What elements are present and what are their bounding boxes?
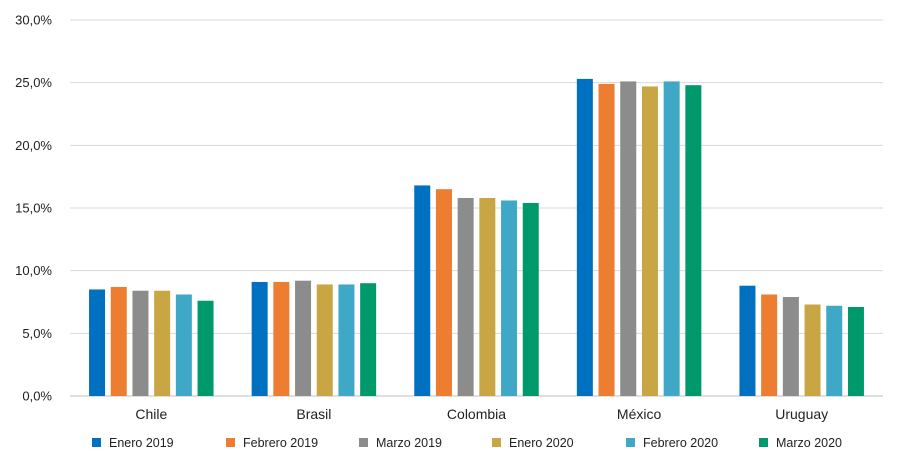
bar — [316, 284, 333, 396]
legend-swatch — [626, 438, 635, 447]
bar — [522, 202, 539, 396]
y-axis-tick-labels: 0,0% 5,0% 10,0% 15,0% 20,0% 25,0% 30,0% — [15, 13, 52, 404]
bar — [154, 290, 171, 396]
bar — [739, 285, 756, 396]
legend-label: Enero 2019 — [109, 436, 174, 450]
bar — [663, 81, 680, 396]
bar — [847, 307, 864, 396]
bar — [826, 305, 843, 396]
y-tick-label: 15,0% — [15, 201, 52, 216]
bar — [501, 200, 518, 396]
legend-swatch — [492, 438, 501, 447]
bar — [685, 85, 702, 396]
legend-swatch — [359, 438, 368, 447]
legend-swatch — [92, 438, 101, 447]
x-category-label: Colombia — [447, 406, 506, 422]
x-category-label: Brasil — [296, 406, 331, 422]
legend-swatch — [759, 438, 768, 447]
y-tick-label: 20,0% — [15, 138, 52, 153]
bar — [89, 289, 106, 396]
bar — [414, 185, 431, 396]
bar — [360, 283, 377, 396]
y-tick-label: 5,0% — [22, 326, 52, 341]
y-tick-label: 10,0% — [15, 263, 52, 278]
bar — [435, 189, 452, 396]
bar — [598, 83, 615, 397]
gridlines — [70, 19, 883, 397]
bar — [576, 78, 593, 396]
bar — [804, 304, 821, 396]
bar — [782, 296, 799, 396]
x-axis-category-labels: Chile Brasil Colombia México Uruguay — [135, 406, 828, 422]
x-category-label: Uruguay — [775, 406, 828, 422]
legend: Enero 2019 Febrero 2019 Marzo 2019 Enero 20… — [92, 436, 842, 450]
y-tick-label: 25,0% — [15, 75, 52, 90]
legend-swatch — [226, 438, 235, 447]
legend-label: Marzo 2019 — [376, 436, 442, 450]
x-category-label: Chile — [135, 406, 167, 422]
bar — [197, 300, 214, 396]
x-category-label: México — [617, 406, 662, 422]
bar — [251, 281, 268, 396]
bar — [110, 286, 127, 396]
bar — [295, 280, 312, 396]
legend-label: Enero 2020 — [509, 436, 574, 450]
y-tick-label: 30,0% — [15, 13, 52, 28]
bar — [761, 294, 778, 396]
y-tick-label: 0,0% — [22, 389, 52, 404]
legend-label: Febrero 2019 — [243, 436, 318, 450]
bars — [89, 78, 864, 397]
bar — [457, 197, 474, 396]
bar — [273, 281, 290, 396]
bar — [479, 197, 496, 396]
legend-label: Marzo 2020 — [776, 436, 842, 450]
legend-label: Febrero 2020 — [643, 436, 718, 450]
bar — [641, 86, 658, 396]
bar — [175, 294, 192, 396]
bar — [132, 290, 149, 396]
bar — [338, 284, 355, 396]
bar — [620, 81, 637, 396]
